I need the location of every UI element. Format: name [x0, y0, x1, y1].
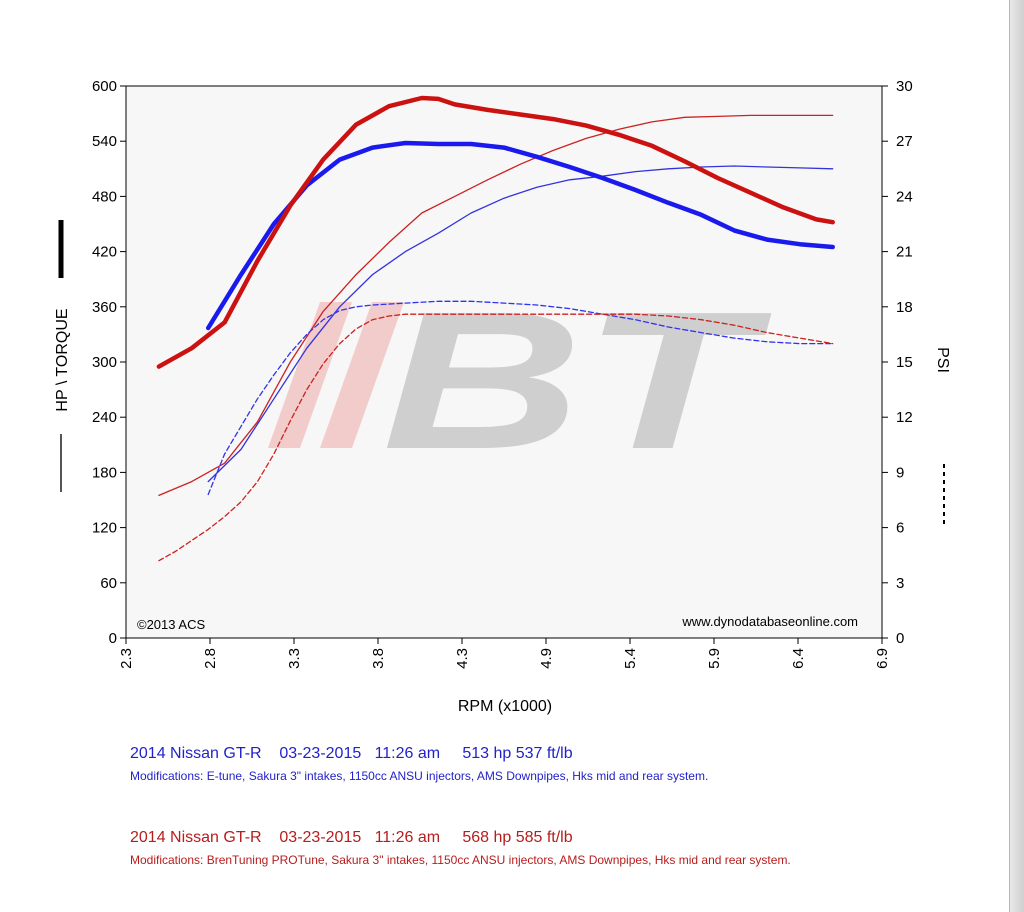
y-tick-label: 0 [109, 630, 117, 647]
y-tick-label: 120 [92, 520, 117, 537]
y-tick-label: 480 [92, 188, 117, 205]
run-mods-etune: Modifications: E-tune, Sakura 3" intakes… [130, 769, 709, 783]
run-info-protune: 2014 Nissan GT-R 03-23-2015 11:26 am 568… [130, 829, 860, 867]
y2-tick-label: 3 [896, 575, 904, 592]
y2-tick-label: 30 [896, 78, 913, 95]
x-tick-label: 3.8 [370, 648, 387, 669]
y-tick-label: 420 [92, 244, 117, 261]
x-tick-label: 2.3 [118, 648, 135, 669]
x-tick-label: 2.8 [202, 648, 219, 669]
x-tick-label: 6.4 [790, 648, 807, 669]
y-tick-label: 360 [92, 299, 117, 316]
watermark-letters: BT [382, 271, 772, 490]
axes: 0 60 120 180 240 300 360 420 480 540 600 0 3 6 9 12 15 18… [92, 78, 913, 669]
y-tick-label: 540 [92, 133, 117, 150]
series-lines [156, 95, 835, 562]
x-axis-label: RPM (x1000) [458, 698, 552, 715]
series-torque-red [156, 95, 835, 369]
series-boost-red [158, 313, 834, 562]
run-title-etune: 2014 Nissan GT-R 03-23-2015 11:26 am 513… [130, 745, 573, 762]
watermark-slash-1 [268, 302, 352, 448]
run-mods-protune: Modifications: BrenTuning PROTune, Sakur… [130, 853, 791, 867]
series-hp-blue [207, 165, 834, 483]
y2-tick-label: 24 [896, 188, 913, 205]
y2-axis-label: PSI [934, 347, 951, 373]
run-title-protune: 2014 Nissan GT-R 03-23-2015 11:26 am 568… [130, 829, 573, 846]
y-axis-label: HP \ TORQUE [54, 308, 71, 411]
copyright-text: ©2013 ACS [137, 617, 205, 632]
dyno-chart: BT 0 60 120 180 240 300 360 420 480 540 600 0 3 6 9 12 1… [54, 78, 951, 715]
y2-tick-label: 15 [896, 354, 913, 371]
y2-tick-label: 27 [896, 133, 913, 150]
y-tick-label: 600 [92, 78, 117, 95]
y-tick-label: 300 [92, 354, 117, 371]
x-tick-label: 5.9 [706, 648, 723, 669]
y2-tick-label: 18 [896, 299, 913, 316]
x-tick-label: 4.9 [538, 648, 555, 669]
watermark: BT [268, 271, 772, 490]
y-tick-label: 60 [100, 575, 117, 592]
plot-area [125, 85, 883, 639]
y2-tick-label: 21 [896, 244, 913, 261]
x-tick-label: 4.3 [454, 648, 471, 669]
y-tick-label: 180 [92, 464, 117, 481]
series-boost-blue [207, 300, 834, 496]
y2-tick-label: 12 [896, 409, 913, 426]
y2-tick-label: 6 [896, 520, 904, 537]
x-tick-label: 3.3 [286, 648, 303, 669]
watermark-slash-2 [320, 302, 404, 448]
x-tick-label: 6.9 [874, 648, 891, 669]
series-torque-blue [205, 140, 835, 331]
page-edge [1009, 0, 1024, 912]
run-info-etune: 2014 Nissan GT-R 03-23-2015 11:26 am 513… [130, 745, 860, 783]
series-hp-red [158, 114, 834, 497]
y2-tick-label: 0 [896, 630, 904, 647]
x-tick-label: 5.4 [622, 648, 639, 669]
y2-tick-label: 9 [896, 464, 904, 481]
y-tick-label: 240 [92, 409, 117, 426]
website-text: www.dynodatabaseonline.com [681, 614, 858, 629]
